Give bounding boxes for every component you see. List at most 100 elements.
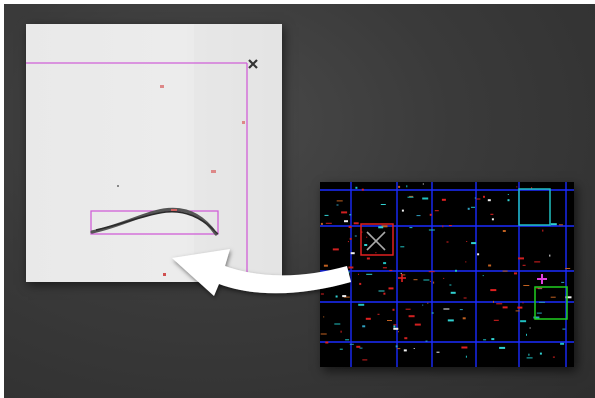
map-speck xyxy=(502,270,508,272)
map-speck xyxy=(404,337,408,340)
selected-cell-box[interactable] xyxy=(360,223,394,256)
map-speck xyxy=(342,295,347,298)
map-speck xyxy=(565,268,571,269)
close-marker-icon[interactable] xyxy=(248,59,258,69)
map-speck xyxy=(344,220,348,223)
map-speck xyxy=(467,207,470,210)
map-speck xyxy=(392,308,395,311)
map-speck xyxy=(490,289,497,292)
map-speck xyxy=(340,330,342,333)
map-speck xyxy=(378,290,385,292)
map-speck xyxy=(393,325,396,328)
map-speck xyxy=(422,183,424,185)
map-speck xyxy=(332,248,339,251)
map-speck xyxy=(499,346,506,349)
map-speck xyxy=(336,204,339,206)
map-speck xyxy=(362,325,366,328)
map-speck xyxy=(409,227,413,229)
map-speck xyxy=(536,312,542,314)
map-speck xyxy=(542,229,544,232)
map-speck xyxy=(443,308,450,310)
speck-1 xyxy=(160,85,164,88)
map-speck xyxy=(335,295,338,298)
map-speck xyxy=(448,225,452,226)
map-speck xyxy=(450,291,456,294)
map-speck xyxy=(428,271,435,273)
map-speck xyxy=(389,269,393,271)
map-speck xyxy=(355,186,358,189)
map-speck xyxy=(491,218,494,221)
overview-grid-map[interactable] xyxy=(320,182,574,367)
map-speck xyxy=(422,304,424,306)
map-speck xyxy=(346,271,350,274)
map-speck xyxy=(562,328,566,330)
map-speck xyxy=(565,296,572,299)
map-speck xyxy=(377,313,380,315)
map-speck xyxy=(550,223,557,226)
map-speck xyxy=(422,197,429,200)
map-speck xyxy=(323,316,325,318)
map-speck xyxy=(476,198,481,200)
speck-3 xyxy=(242,121,245,124)
map-speck xyxy=(560,342,565,345)
map-speck xyxy=(366,273,373,275)
map-speck xyxy=(520,320,527,323)
map-speck xyxy=(400,272,402,274)
map-speck xyxy=(414,323,421,326)
speck-6 xyxy=(117,185,119,187)
map-speck xyxy=(431,312,434,314)
paper-band xyxy=(194,24,282,282)
speck-2 xyxy=(211,170,216,173)
canvas-background xyxy=(4,4,595,398)
map-speck xyxy=(388,287,394,290)
green-region-box[interactable] xyxy=(534,286,568,320)
map-speck xyxy=(349,237,352,240)
map-speck xyxy=(482,275,484,277)
map-speck xyxy=(516,186,518,188)
map-speck xyxy=(358,303,365,306)
map-speck xyxy=(443,277,445,279)
magenta-target-icon xyxy=(537,274,547,284)
map-speck xyxy=(383,262,387,265)
map-speck xyxy=(429,280,431,282)
map-speck xyxy=(446,241,449,243)
map-speck xyxy=(487,199,491,202)
map-speck xyxy=(324,214,329,216)
map-speck xyxy=(466,241,468,242)
map-speck xyxy=(380,204,386,205)
map-speck xyxy=(325,222,332,224)
map-speck xyxy=(474,197,476,199)
red-marker-icon xyxy=(398,274,406,282)
map-speck xyxy=(365,317,371,320)
map-speck xyxy=(366,236,368,238)
map-speck xyxy=(378,226,384,229)
map-speck xyxy=(533,316,540,319)
map-speck xyxy=(465,355,467,358)
cyan-region-box[interactable] xyxy=(518,188,551,226)
map-speck xyxy=(413,279,418,281)
speck-5 xyxy=(163,273,166,276)
map-speck xyxy=(549,254,551,257)
map-speck xyxy=(449,284,452,286)
map-speck xyxy=(320,293,324,295)
map-speck xyxy=(428,229,435,231)
map-speck xyxy=(522,264,526,266)
map-speck xyxy=(345,339,350,341)
map-speck xyxy=(341,211,348,214)
map-speck xyxy=(526,357,533,359)
map-speck xyxy=(382,267,387,269)
map-speck xyxy=(407,196,414,198)
map-speck xyxy=(561,281,565,283)
map-speck xyxy=(471,206,475,208)
map-speck xyxy=(491,338,495,341)
map-speck xyxy=(514,272,517,275)
map-speck xyxy=(323,264,328,267)
map-speck xyxy=(339,348,343,350)
curved-feature-core xyxy=(95,210,215,231)
zoomed-micrograph-view[interactable] xyxy=(26,24,282,282)
map-speck xyxy=(434,210,439,212)
map-speck xyxy=(515,310,520,312)
map-speck xyxy=(550,296,556,298)
map-speck xyxy=(488,264,492,267)
selected-cell-x-icon xyxy=(366,231,386,251)
